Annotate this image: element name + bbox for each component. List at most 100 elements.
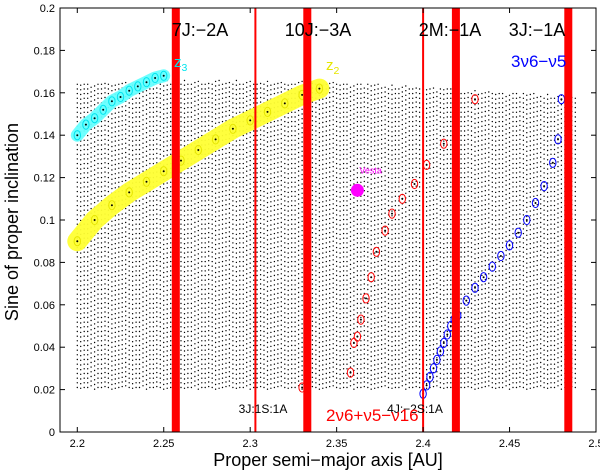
series-label-3nu6: 3ν6−ν5 (511, 52, 566, 71)
grid-column (349, 86, 352, 387)
grid-column (332, 81, 334, 387)
grid-column (135, 83, 137, 389)
grid-column (450, 88, 452, 389)
point-2nu6+nu5-nu16 (353, 331, 362, 342)
point-center-3nu6-nu5 (425, 384, 428, 387)
point-center-3nu6-nu5 (499, 255, 502, 257)
grid-column (280, 81, 282, 387)
y-tick-label: 0.14 (34, 130, 55, 142)
point-center-z3 (84, 123, 87, 126)
grid-column (170, 83, 172, 389)
point-2nu6+nu5-nu16 (381, 225, 389, 236)
point-2nu6+nu5-nu16 (388, 208, 396, 219)
grid-column (232, 83, 234, 389)
grid-column (360, 83, 362, 389)
x-tick-label: 2.3 (243, 438, 258, 450)
point-2nu6+nu5-nu16 (410, 178, 419, 190)
resonance-label: 7J:−2A (172, 20, 229, 40)
grid-column (519, 96, 521, 388)
grid-column (93, 85, 96, 390)
point-z3 (142, 77, 151, 88)
grid-column (315, 83, 317, 389)
point-3nu6-nu5 (433, 354, 441, 365)
grid-column (131, 84, 134, 390)
vesta-marker (350, 183, 364, 197)
point-3nu6-nu5 (540, 181, 548, 192)
point-center-3nu6-nu5 (435, 358, 438, 361)
point-center-2nu6+nu5-nu16 (359, 318, 362, 321)
grid-column (367, 83, 369, 389)
x-tick-label: 2.25 (153, 438, 174, 450)
x-tick-label: 2.45 (499, 438, 520, 450)
point-center-z2 (93, 219, 96, 221)
point-z3 (151, 72, 159, 84)
point-center-3nu6-nu5 (439, 350, 442, 353)
grid-column (342, 83, 345, 389)
x-tick-label: 2.35 (326, 438, 347, 450)
grid-column (432, 87, 435, 388)
grid-column (353, 85, 355, 390)
grid-column (163, 80, 165, 390)
resonance-label-thin: 4J:−2S:1A (387, 402, 443, 416)
grid-column (218, 79, 220, 390)
point-3nu6-nu5 (426, 371, 434, 382)
point-2nu6+nu5-nu16 (398, 193, 406, 204)
grid-column (363, 87, 365, 388)
resonance-label: 10J:−3A (285, 20, 352, 40)
point-3nu6-nu5 (505, 240, 514, 251)
y-tick-label: 0.04 (34, 342, 55, 354)
grid-column (505, 95, 507, 387)
point-2nu6+nu5-nu16 (471, 94, 479, 105)
resonance-lines (171, 8, 573, 432)
point-center-2nu6+nu5-nu16 (365, 297, 367, 300)
x-tick-label: 2.2 (70, 438, 85, 450)
point-center-3nu6-nu5 (446, 333, 449, 336)
point-center-z3 (119, 96, 122, 98)
point-z3 (125, 85, 133, 96)
resonance-label: 2M:−1A (419, 20, 482, 40)
y-tick-label: 0.16 (34, 88, 55, 100)
series-label-2nu6: 2ν6+ν5−ν16 (326, 406, 419, 425)
point-center-z2 (301, 93, 304, 96)
point-z3 (73, 130, 82, 141)
point-center-z3 (102, 108, 105, 111)
grid-column (291, 83, 293, 389)
point-center-2nu6+nu5-nu16 (384, 229, 387, 232)
y-tick-label: 0.02 (34, 385, 55, 397)
point-center-2nu6+nu5-nu16 (442, 142, 445, 145)
point-center-3nu6-nu5 (543, 185, 546, 188)
point-z2 (142, 176, 151, 187)
point-center-3nu6-nu5 (465, 299, 468, 302)
grid-column (346, 83, 348, 389)
point-center-2nu6+nu5-nu16 (401, 197, 404, 200)
point-2nu6+nu5-nu16 (440, 138, 448, 149)
point-center-2nu6+nu5-nu16 (370, 276, 373, 279)
resonance-line-thick (564, 8, 573, 432)
resonance-line-thick (171, 8, 180, 432)
point-center-3nu6-nu5 (474, 286, 476, 289)
grid-column (301, 80, 303, 390)
grid-column (197, 80, 199, 390)
grid-column (111, 85, 113, 390)
grid-column (550, 97, 552, 389)
point-z2 (125, 187, 133, 198)
point-3nu6-nu5 (531, 197, 540, 209)
y-tick-label: 0 (49, 427, 55, 439)
grid-column (273, 83, 276, 389)
point-3nu6-nu5 (436, 346, 445, 357)
y-tick-label: 0.06 (34, 300, 55, 312)
point-z2 (194, 144, 203, 156)
series-label-z2: z2 (326, 57, 340, 77)
point-center-2nu6+nu5-nu16 (474, 98, 476, 101)
grid-column (311, 82, 314, 388)
grid-column (118, 83, 120, 389)
grid-column (394, 88, 397, 389)
grid-column (384, 86, 386, 387)
point-z2 (108, 200, 116, 211)
resonance-line-thick (303, 8, 312, 432)
grid-column (266, 80, 269, 390)
point-2nu6+nu5-nu16 (372, 246, 381, 257)
grid-column (405, 85, 407, 390)
point-center-z2 (180, 159, 182, 162)
point-z2 (263, 106, 272, 118)
